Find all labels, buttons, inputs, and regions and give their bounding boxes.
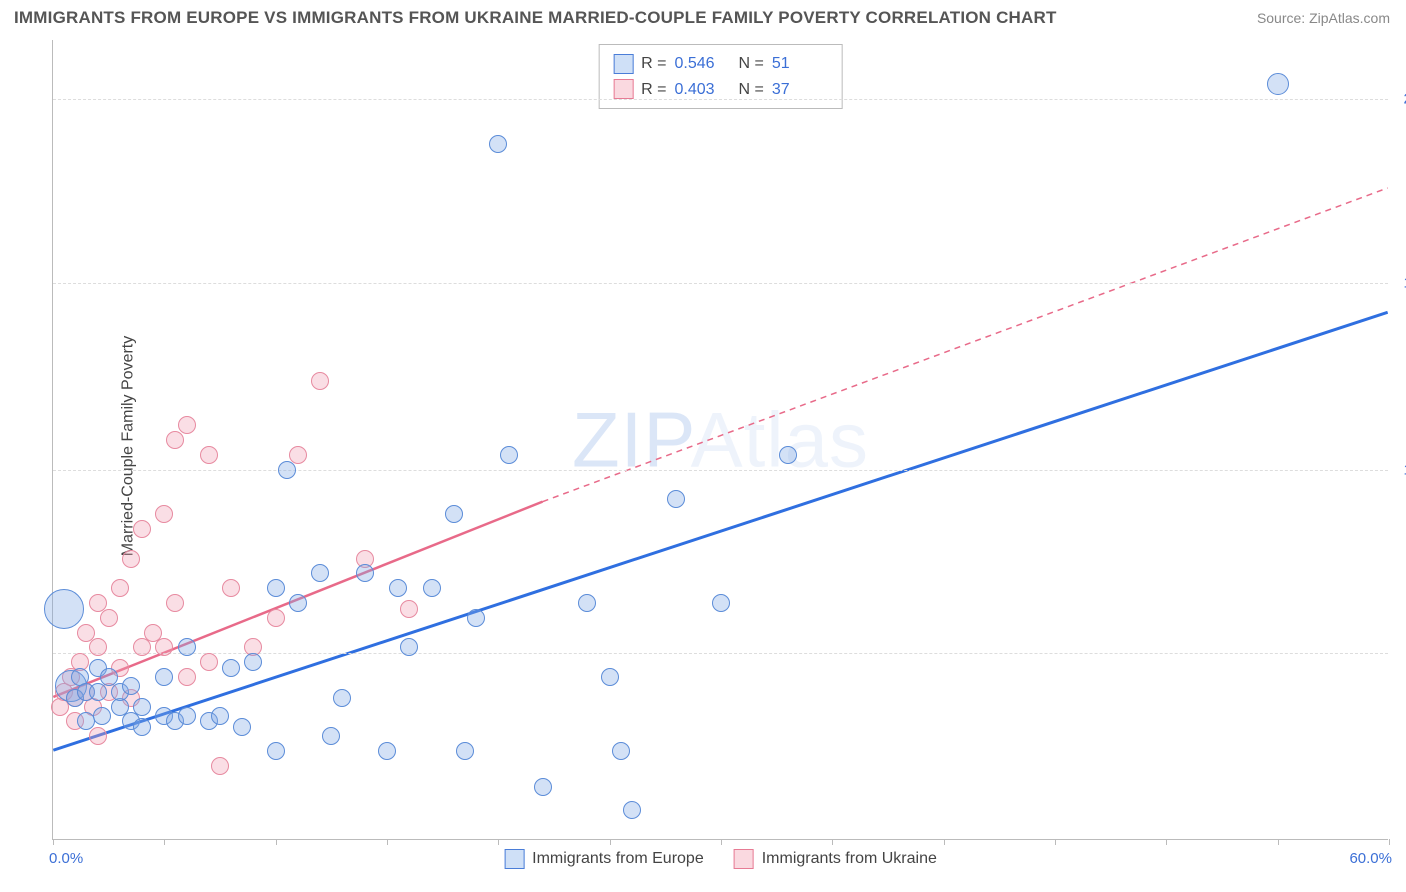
- x-tick-mark: [1055, 839, 1056, 845]
- x-tick-mark: [1389, 839, 1390, 845]
- x-tick-mark: [721, 839, 722, 845]
- data-point-europe: [489, 135, 507, 153]
- data-point-ukraine: [155, 505, 173, 523]
- legend-swatch-icon: [613, 54, 633, 74]
- data-point-ukraine: [166, 594, 184, 612]
- x-axis-max-label: 60.0%: [1349, 850, 1392, 867]
- data-point-europe: [322, 727, 340, 745]
- legend-label: Immigrants from Ukraine: [762, 850, 937, 868]
- data-point-europe: [278, 461, 296, 479]
- data-point-europe: [1267, 73, 1289, 95]
- data-point-europe: [601, 668, 619, 686]
- data-point-ukraine: [200, 446, 218, 464]
- data-point-europe: [122, 677, 140, 695]
- gridline: [53, 99, 1388, 100]
- data-point-europe: [211, 707, 229, 725]
- data-point-europe: [333, 689, 351, 707]
- data-point-europe: [400, 638, 418, 656]
- legend-row: R = 0.546 N = 51: [613, 51, 828, 77]
- x-tick-mark: [610, 839, 611, 845]
- data-point-europe: [779, 446, 797, 464]
- data-point-ukraine: [155, 638, 173, 656]
- gridline: [53, 470, 1388, 471]
- data-point-europe: [500, 446, 518, 464]
- data-point-ukraine: [211, 757, 229, 775]
- data-point-ukraine: [100, 609, 118, 627]
- watermark: ZIPAtlas: [572, 394, 869, 485]
- data-point-ukraine: [200, 653, 218, 671]
- n-label: N =: [739, 51, 764, 77]
- data-point-europe: [578, 594, 596, 612]
- data-point-ukraine: [178, 416, 196, 434]
- data-point-europe: [378, 742, 396, 760]
- source-label: Source: ZipAtlas.com: [1257, 10, 1390, 26]
- legend-swatch-icon: [734, 849, 754, 869]
- data-point-ukraine: [222, 579, 240, 597]
- x-tick-mark: [53, 839, 54, 845]
- x-tick-mark: [1166, 839, 1167, 845]
- data-point-europe: [289, 594, 307, 612]
- data-point-europe: [456, 742, 474, 760]
- data-point-europe: [89, 683, 107, 701]
- data-point-europe: [311, 564, 329, 582]
- data-point-europe: [133, 698, 151, 716]
- data-point-ukraine: [111, 579, 129, 597]
- legend-item: Immigrants from Europe: [504, 849, 704, 869]
- data-point-europe: [222, 659, 240, 677]
- data-point-europe: [534, 778, 552, 796]
- data-point-europe: [389, 579, 407, 597]
- data-point-europe: [244, 653, 262, 671]
- x-tick-mark: [164, 839, 165, 845]
- x-tick-mark: [1278, 839, 1279, 845]
- data-point-europe: [233, 718, 251, 736]
- data-point-europe: [667, 490, 685, 508]
- data-point-europe: [178, 638, 196, 656]
- x-tick-mark: [276, 839, 277, 845]
- data-point-ukraine: [89, 638, 107, 656]
- x-tick-mark: [944, 839, 945, 845]
- series-legend: Immigrants from Europe Immigrants from Uk…: [504, 849, 937, 869]
- data-point-europe: [445, 505, 463, 523]
- legend-item: Immigrants from Ukraine: [734, 849, 937, 869]
- data-point-europe: [423, 579, 441, 597]
- data-point-europe: [356, 564, 374, 582]
- data-point-ukraine: [133, 638, 151, 656]
- x-axis-min-label: 0.0%: [49, 850, 83, 867]
- chart-title: IMMIGRANTS FROM EUROPE VS IMMIGRANTS FRO…: [14, 8, 1057, 28]
- data-point-europe: [623, 801, 641, 819]
- r-label: R =: [641, 51, 666, 77]
- trendlines-layer: [53, 40, 1388, 839]
- x-tick-mark: [832, 839, 833, 845]
- gridline: [53, 283, 1388, 284]
- data-point-ukraine: [267, 609, 285, 627]
- data-point-europe: [612, 742, 630, 760]
- data-point-ukraine: [311, 372, 329, 390]
- legend-swatch-icon: [504, 849, 524, 869]
- x-tick-mark: [387, 839, 388, 845]
- data-point-ukraine: [89, 727, 107, 745]
- data-point-europe: [93, 707, 111, 725]
- r-value: 0.546: [675, 51, 731, 77]
- data-point-ukraine: [166, 431, 184, 449]
- n-value: 51: [772, 51, 828, 77]
- x-tick-mark: [498, 839, 499, 845]
- data-point-europe: [178, 707, 196, 725]
- data-point-europe: [155, 668, 173, 686]
- data-point-europe: [467, 609, 485, 627]
- legend-label: Immigrants from Europe: [532, 850, 704, 868]
- data-point-europe: [267, 579, 285, 597]
- data-point-europe: [44, 589, 84, 629]
- data-point-europe: [133, 718, 151, 736]
- legend-swatch-icon: [613, 79, 633, 99]
- data-point-ukraine: [178, 668, 196, 686]
- data-point-ukraine: [400, 600, 418, 618]
- data-point-europe: [267, 742, 285, 760]
- data-point-ukraine: [133, 520, 151, 538]
- scatter-chart: ZIPAtlas R =0.546N =51R =0.403N =37 Immi…: [52, 40, 1388, 840]
- data-point-ukraine: [122, 550, 140, 568]
- data-point-europe: [712, 594, 730, 612]
